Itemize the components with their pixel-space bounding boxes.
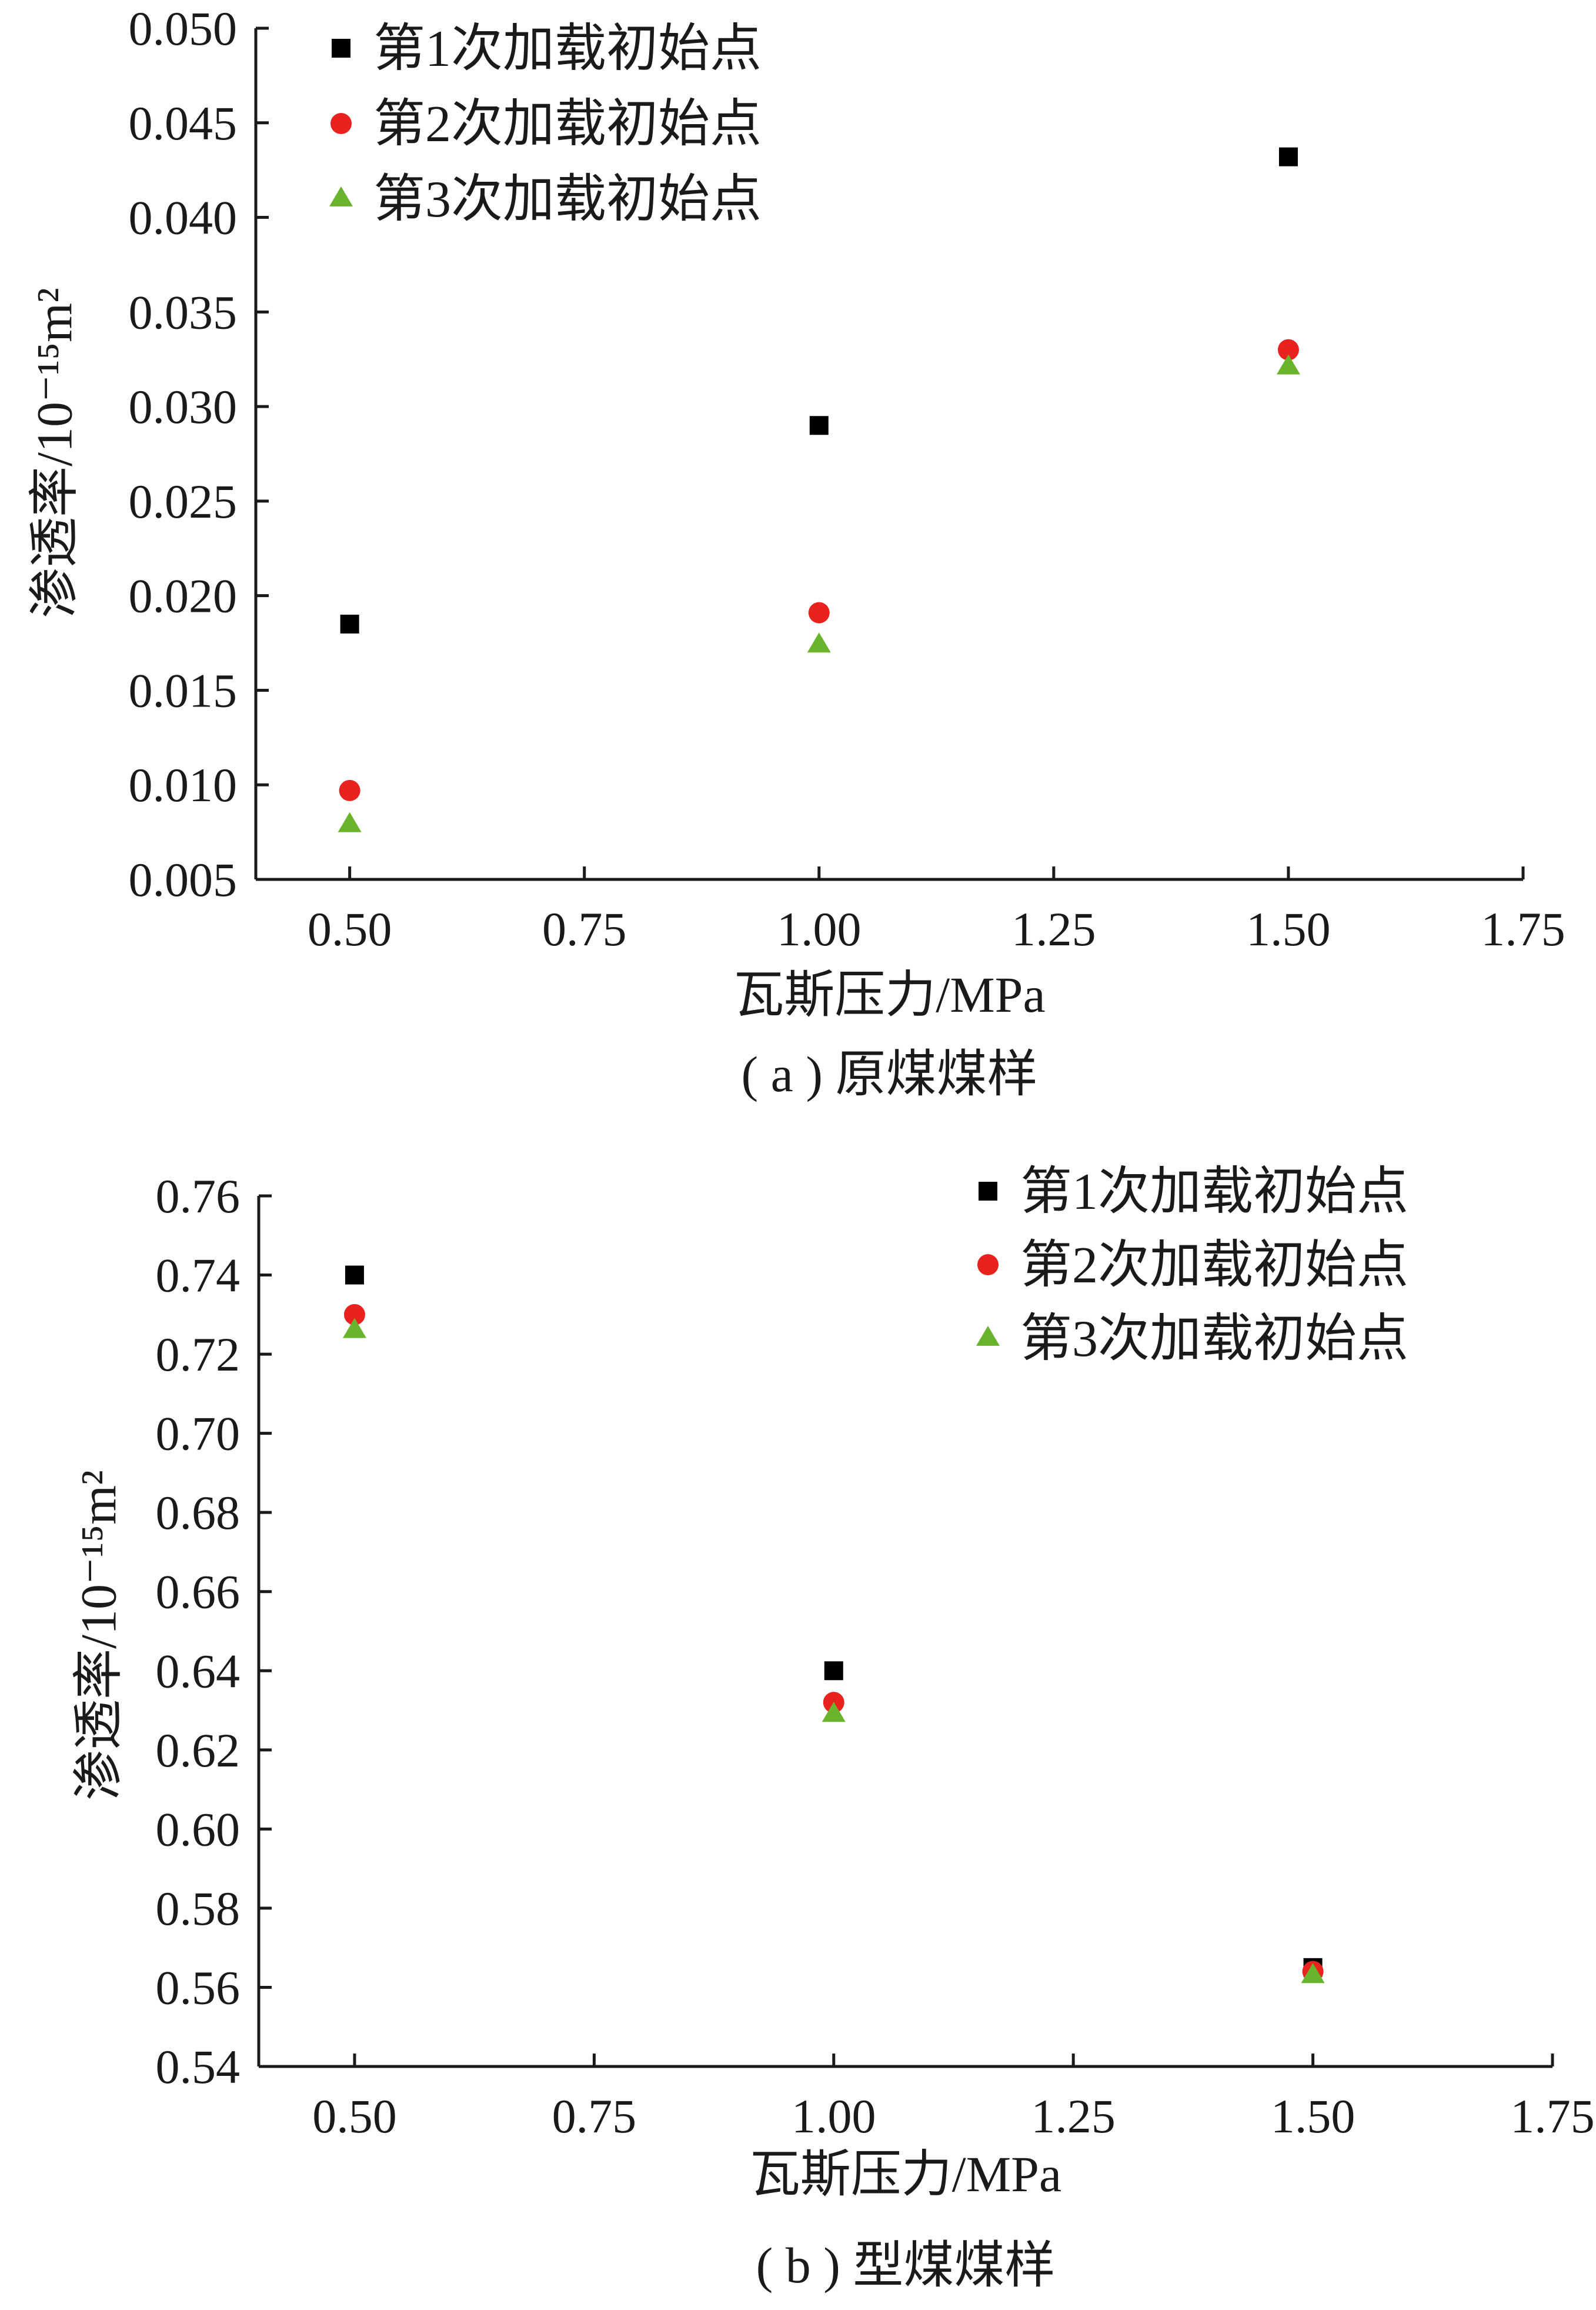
y-tick-label: 0.74	[156, 1249, 241, 1302]
y-tick-label: 0.030	[129, 380, 238, 434]
y-tick-label: 0.040	[129, 191, 238, 245]
y-tick-label: 0.58	[156, 1882, 241, 1935]
y-tick-label: 0.70	[156, 1407, 241, 1461]
legend-label: 第2次加载初始点	[1020, 1237, 1408, 1294]
data-point	[345, 1265, 364, 1285]
x-tick-label: 1.25	[1031, 2089, 1116, 2143]
y-tick-label: 0.76	[156, 1169, 241, 1223]
series-2	[343, 1304, 1324, 1982]
y-tick-label: 0.035	[129, 285, 238, 339]
data-point	[340, 614, 359, 634]
legend-label: 第2次加载初始点	[373, 96, 762, 153]
legend-label: 第1次加载初始点	[373, 21, 762, 78]
legend-marker	[329, 186, 353, 206]
series-1	[345, 1265, 1323, 1977]
y-tick-label: 0.050	[129, 2, 238, 55]
legend-label: 第1次加载初始点	[1020, 1164, 1408, 1221]
x-tick-label: 0.75	[552, 2089, 637, 2143]
legend-label: 第3次加载初始点	[1020, 1311, 1408, 1368]
data-point	[1301, 1963, 1325, 1984]
y-tick-label: 0.60	[156, 1802, 241, 1856]
chart-b-briquette-coal: 0.50 0.75 1.00 1.25 1.50 1.75 0.54 0.56 0.58 0.60…	[71, 1164, 1595, 2294]
data-point	[809, 416, 829, 435]
x-tick-label: 1.25	[1011, 902, 1096, 956]
x-tick-label: 1.50	[1271, 2089, 1355, 2143]
y-tick-label: 0.025	[129, 475, 238, 528]
legend-marker	[332, 39, 350, 58]
x-axis-title: 瓦斯压力/MPa	[733, 966, 1045, 1023]
chart-caption: ( b ) 型煤煤样	[756, 2237, 1056, 2294]
legend-marker	[977, 1254, 999, 1275]
data-point	[808, 602, 830, 624]
y-tick-label: 0.62	[156, 1724, 241, 1777]
x-tick-label: 0.50	[308, 902, 392, 956]
x-axis-title: 瓦斯压力/MPa	[750, 2146, 1061, 2202]
chart-caption: ( a ) 原煤煤样	[742, 1046, 1038, 1102]
data-point	[343, 1304, 365, 1325]
x-tick-label: 1.75	[1481, 902, 1565, 956]
legend-marker	[976, 1325, 1000, 1346]
legend-marker	[979, 1182, 997, 1201]
x-tick-label: 1.75	[1510, 2089, 1595, 2143]
data-point	[342, 1318, 366, 1338]
y-tick-label: 0.015	[129, 664, 238, 717]
y-tick-label: 0.66	[156, 1565, 241, 1619]
y-tick-label: 0.045	[129, 96, 238, 150]
x-tick-label: 1.00	[777, 902, 862, 956]
y-tick-label: 0.010	[129, 758, 238, 812]
legend-marker	[330, 113, 352, 134]
data-point	[1277, 339, 1299, 361]
y-axis-title: 渗透率/10⁻¹⁵m²	[71, 1470, 127, 1801]
data-point	[339, 779, 360, 801]
y-tick-label: 0.54	[156, 2040, 241, 2094]
x-tick-label: 0.75	[542, 902, 627, 956]
y-tick-label: 0.68	[156, 1486, 241, 1539]
x-tick-label: 1.50	[1246, 902, 1331, 956]
y-axis-title: 渗透率/10⁻¹⁵m²	[26, 288, 83, 618]
data-point	[1276, 354, 1300, 375]
series-3	[338, 354, 1300, 832]
data-point	[1278, 147, 1298, 166]
y-tick-label: 0.72	[156, 1328, 241, 1381]
legend-label: 第3次加载初始点	[373, 171, 762, 228]
x-tick-label: 1.00	[792, 2089, 876, 2143]
chart-a-raw-coal: 0.50 0.75 1.00 1.25 1.50 1.75 0.005 0.010 0.015 0…	[26, 2, 1565, 1102]
y-tick-label: 0.005	[129, 853, 238, 906]
data-point	[824, 1661, 843, 1681]
y-tick-label: 0.020	[129, 569, 238, 623]
series-3	[342, 1318, 1325, 1984]
y-tick-label: 0.64	[156, 1644, 241, 1698]
data-point	[338, 812, 362, 832]
y-tick-label: 0.56	[156, 1961, 241, 2014]
series-2	[339, 339, 1299, 801]
data-point	[822, 1702, 846, 1722]
data-point	[807, 632, 831, 653]
x-tick-label: 0.50	[312, 2089, 397, 2143]
series-1	[340, 147, 1298, 634]
